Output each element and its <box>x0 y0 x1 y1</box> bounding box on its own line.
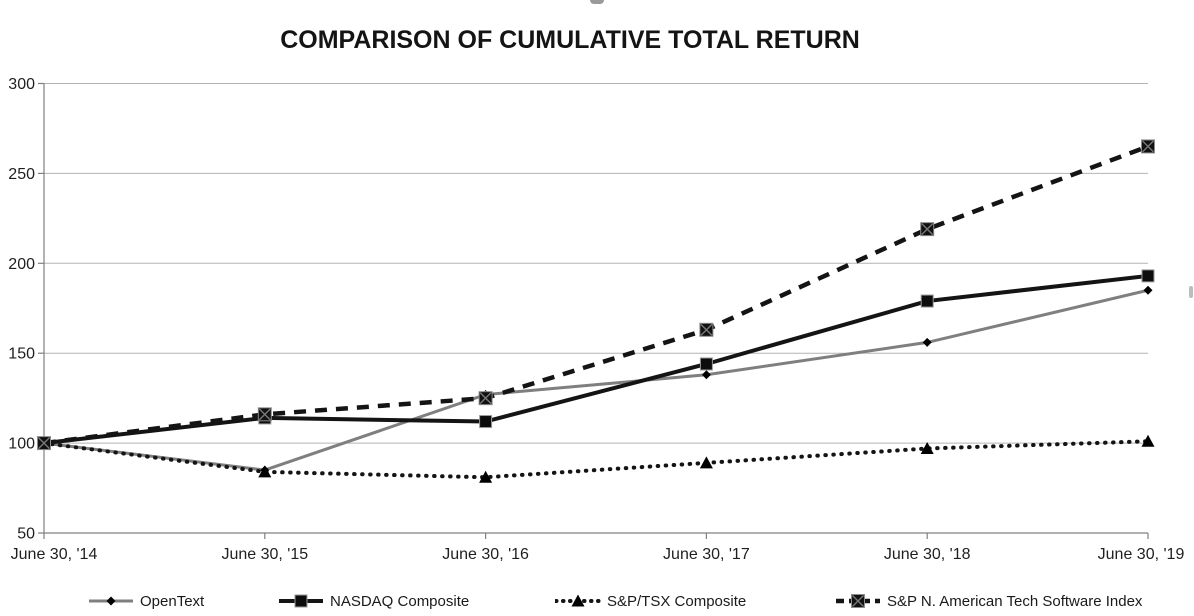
legend-item-nasdaq-composite: NASDAQ Composite <box>278 590 469 612</box>
svg-text:June 30, '17: June 30, '17 <box>663 546 750 563</box>
legend-sample-sp-tech-software-index <box>836 594 880 608</box>
chart-title: COMPARISON OF CUMULATIVE TOTAL RETURN <box>280 26 860 54</box>
svg-text:250: 250 <box>8 166 35 183</box>
svg-text:300: 300 <box>8 76 35 93</box>
svg-text:June 30, '19: June 30, '19 <box>1098 546 1185 563</box>
svg-text:50: 50 <box>17 526 35 543</box>
svg-text:150: 150 <box>8 346 35 363</box>
legend-label-sptsx-composite: S&P/TSX Composite <box>607 592 747 610</box>
svg-text:100: 100 <box>8 436 35 453</box>
svg-text:200: 200 <box>8 256 35 273</box>
cropped-text-artifact-top <box>590 0 604 4</box>
legend-label-nasdaq-composite: NASDAQ Composite <box>330 592 470 610</box>
legend-sample-nasdaq-composite <box>279 594 323 608</box>
legend-item-sptsx-composite: S&P/TSX Composite <box>555 590 746 612</box>
cropped-text-artifact-right <box>1189 286 1193 298</box>
legend-sample-opentext <box>89 596 133 606</box>
legend-item-sp-tech-software-index: S&P N. American Tech Software Index <box>835 590 1142 612</box>
legend-label-opentext: OpenText <box>140 592 205 610</box>
svg-text:June 30, '15: June 30, '15 <box>221 546 308 563</box>
legend-label-sp-tech-software-index: S&P N. American Tech Software Index <box>887 592 1143 610</box>
svg-text:June 30, '18: June 30, '18 <box>884 546 971 563</box>
legend-item-opentext: OpenText <box>88 590 204 612</box>
svg-text:June 30, '16: June 30, '16 <box>442 546 529 563</box>
svg-text:June 30, '14: June 30, '14 <box>11 546 98 563</box>
legend-sample-sptsx-composite <box>555 594 601 607</box>
